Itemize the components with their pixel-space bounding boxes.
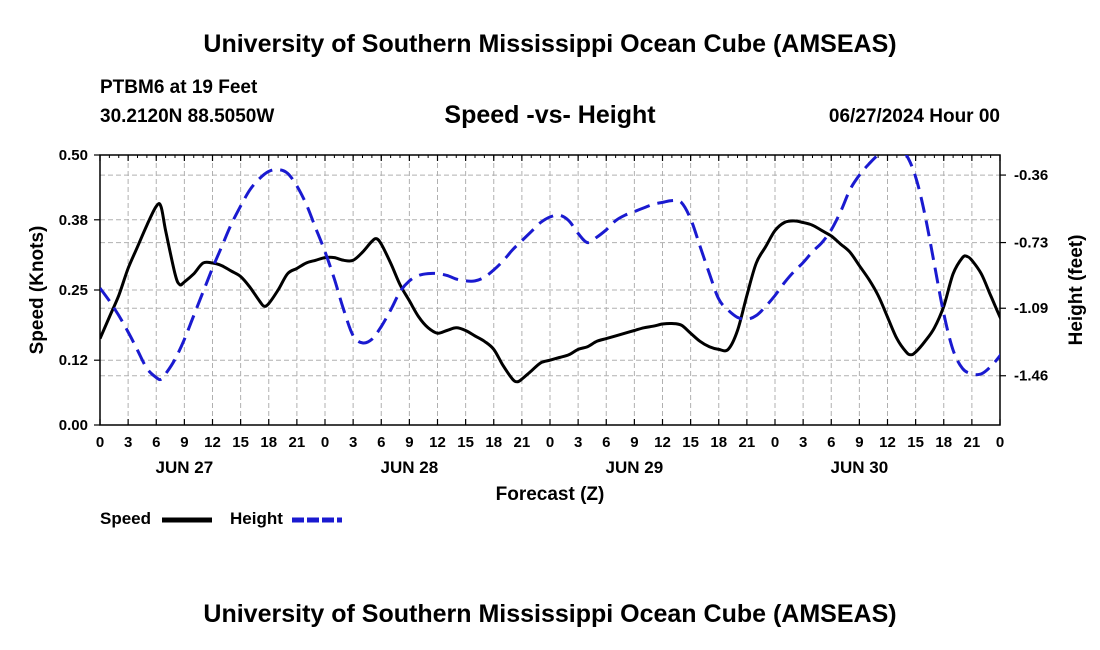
x-day-label: JUN 27 xyxy=(156,458,214,477)
x-tick-label: 0 xyxy=(321,434,329,451)
y-right-tick-label: -1.46 xyxy=(1014,368,1048,385)
x-tick-label: 3 xyxy=(799,434,807,451)
chart-bottom-title: University of Southern Mississippi Ocean… xyxy=(203,600,897,628)
datestamp-label: 06/27/2024 Hour 00 xyxy=(828,106,1000,127)
height-series-line xyxy=(100,155,1000,382)
axes xyxy=(94,154,1006,426)
x-tick-label: 0 xyxy=(771,434,779,451)
x-tick-label: 0 xyxy=(546,434,554,451)
x-tick-label: 6 xyxy=(152,434,160,451)
x-day-label: JUN 28 xyxy=(381,458,439,477)
y-right-tick-label: -1.09 xyxy=(1014,300,1048,317)
x-tick-label: 12 xyxy=(879,434,896,451)
y-left-axis-title: Speed (Knots) xyxy=(27,226,48,355)
x-tick-label: 12 xyxy=(429,434,446,451)
y-left-tick-label: 0.25 xyxy=(59,282,88,299)
x-tick-label: 18 xyxy=(260,434,277,451)
x-tick-label: 9 xyxy=(855,434,863,451)
x-tick-label: 9 xyxy=(405,434,413,451)
axis-labels: 0 3 6 9 12 15 18 21 0 3 6 9 12 15 18 21 0 3 6 9 12 15 18 21 0 3 6 9… xyxy=(27,147,1087,505)
x-tick-label: 0 xyxy=(96,434,104,451)
x-day-label: JUN 29 xyxy=(606,458,664,477)
x-tick-label: 3 xyxy=(574,434,582,451)
x-tick-label: 15 xyxy=(682,434,699,451)
y-right-tick-label: -0.36 xyxy=(1014,167,1048,184)
x-tick-label: 15 xyxy=(232,434,249,451)
x-tick-label: 0 xyxy=(996,434,1004,451)
x-tick-label: 21 xyxy=(289,434,306,451)
x-tick-label: 3 xyxy=(349,434,357,451)
x-tick-label: 12 xyxy=(654,434,671,451)
x-tick-label: 21 xyxy=(514,434,531,451)
x-day-label: JUN 30 xyxy=(831,458,889,477)
legend-height-label: Height xyxy=(230,509,283,528)
y-left-tick-label: 0.38 xyxy=(59,212,88,229)
station-label: PTBM6 at 19 Feet xyxy=(100,77,258,98)
plot-title: Speed -vs- Height xyxy=(444,101,656,129)
x-tick-label: 21 xyxy=(964,434,981,451)
x-tick-label: 18 xyxy=(710,434,727,451)
series xyxy=(100,155,1000,523)
x-tick-label: 9 xyxy=(180,434,188,451)
y-left-tick-label: 0.12 xyxy=(59,352,88,369)
x-tick-label: 6 xyxy=(827,434,835,451)
speed-series-line xyxy=(100,202,1000,384)
legend-speed-label: Speed xyxy=(100,509,152,528)
y-right-axis-title: Height (feet) xyxy=(1066,235,1087,346)
y-left-tick-label: 0.00 xyxy=(59,417,88,434)
x-tick-label: 6 xyxy=(377,434,385,451)
x-tick-label: 15 xyxy=(907,434,924,451)
x-axis-title: Forecast (Z) xyxy=(496,484,605,505)
x-tick-label: 6 xyxy=(602,434,610,451)
y-left-tick-label: 0.50 xyxy=(59,147,88,164)
chart-top-title: University of Southern Mississippi Ocean… xyxy=(203,30,897,58)
x-tick-label: 21 xyxy=(739,434,756,451)
y-right-tick-label: -0.73 xyxy=(1014,235,1048,252)
grid xyxy=(100,155,1000,425)
x-tick-label: 12 xyxy=(204,434,221,451)
x-tick-label: 18 xyxy=(485,434,502,451)
coordinates-label: 30.2120N 88.5050W xyxy=(100,106,275,127)
x-tick-label: 3 xyxy=(124,434,132,451)
x-tick-label: 18 xyxy=(935,434,952,451)
x-tick-label: 15 xyxy=(457,434,474,451)
x-tick-label: 9 xyxy=(630,434,638,451)
